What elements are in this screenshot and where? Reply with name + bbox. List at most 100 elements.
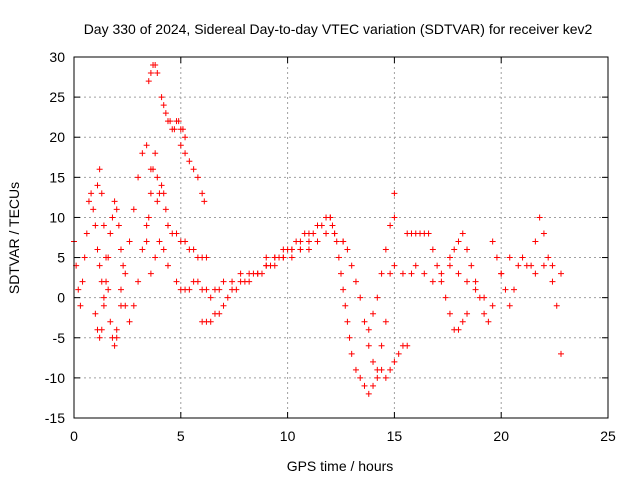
data-point (182, 150, 189, 157)
data-point (175, 118, 182, 125)
data-point (81, 254, 88, 261)
data-point (361, 382, 368, 389)
data-point (502, 286, 509, 293)
data-point (152, 254, 159, 261)
data-point (370, 310, 377, 317)
data-point (549, 278, 556, 285)
data-point (100, 222, 107, 229)
series-track-22 (425, 230, 471, 333)
data-point (164, 222, 171, 229)
data-point (331, 230, 338, 237)
data-point (147, 270, 154, 277)
data-point (79, 278, 86, 285)
data-point (85, 198, 92, 205)
data-point (288, 254, 295, 261)
data-point (117, 246, 124, 253)
data-point (540, 230, 547, 237)
data-point (111, 342, 118, 349)
data-point (203, 254, 210, 261)
data-point (464, 278, 471, 285)
data-point (145, 214, 152, 221)
data-point (143, 222, 150, 229)
series-track-21 (404, 230, 428, 237)
data-point (382, 374, 389, 381)
data-point (190, 246, 197, 253)
data-point (139, 150, 146, 157)
y-tick-label: 15 (49, 169, 65, 185)
data-point (382, 246, 389, 253)
data-point (498, 270, 505, 277)
data-point (107, 318, 114, 325)
data-point (88, 190, 95, 197)
grid (74, 57, 608, 418)
data-point (365, 326, 372, 333)
y-tick-label: 30 (49, 49, 65, 65)
data-point (122, 270, 129, 277)
data-point (130, 302, 137, 309)
data-point (348, 262, 355, 269)
data-point (404, 342, 411, 349)
data-point (344, 318, 351, 325)
data-point (263, 262, 270, 269)
data-point (179, 126, 186, 133)
axis-ticks: 0 5 10 15 20 25 -15 -10 -5 0 5 10 15 20 25 30 (45, 49, 616, 444)
data-point (464, 310, 471, 317)
series-track-7 (145, 62, 161, 85)
data-point (395, 350, 402, 357)
data-point (154, 174, 161, 181)
y-tick-label: 25 (49, 89, 65, 105)
x-axis-label: GPS time / hours (287, 458, 394, 474)
data-point (171, 126, 178, 133)
data-point (220, 278, 227, 285)
data-point (493, 254, 500, 261)
data-point (391, 262, 398, 269)
data-point (314, 238, 321, 245)
data-point (207, 318, 214, 325)
data-point (438, 278, 445, 285)
data-point (75, 286, 82, 293)
data-point (117, 286, 124, 293)
data-point (100, 294, 107, 301)
data-point (446, 310, 453, 317)
x-tick-label: 25 (600, 428, 616, 444)
data-point (545, 254, 552, 261)
series-track-9 (154, 182, 171, 229)
data-point (318, 222, 325, 229)
data-point (464, 246, 471, 253)
data-point (333, 238, 340, 245)
data-point (511, 286, 518, 293)
data-point (536, 214, 543, 221)
data-point (438, 270, 445, 277)
data-point (558, 270, 565, 277)
data-point (158, 94, 165, 101)
chart-title: Day 330 of 2024, Sidereal Day-to-day VTE… (84, 21, 593, 37)
data-point (156, 238, 163, 245)
data-point (190, 166, 197, 173)
data-point (342, 302, 349, 309)
data-point (305, 238, 312, 245)
data-point (220, 302, 227, 309)
data-point (158, 182, 165, 189)
data-point (100, 302, 107, 309)
series-track-2 (92, 198, 127, 341)
data-point (150, 166, 157, 173)
series-track-1 (71, 190, 107, 309)
data-point (455, 270, 462, 277)
data-point (382, 318, 389, 325)
data-point (94, 246, 101, 253)
data-point (374, 294, 381, 301)
data-point (224, 294, 231, 301)
data-point (425, 230, 432, 237)
data-point (459, 318, 466, 325)
series-track-5 (117, 222, 150, 325)
data-point (194, 174, 201, 181)
data-points (71, 62, 565, 397)
data-point (199, 190, 206, 197)
x-tick-label: 15 (387, 428, 403, 444)
y-tick-label: 20 (49, 129, 65, 145)
data-point (429, 246, 436, 253)
data-point (152, 150, 159, 157)
data-point (182, 238, 189, 245)
data-point (472, 278, 479, 285)
